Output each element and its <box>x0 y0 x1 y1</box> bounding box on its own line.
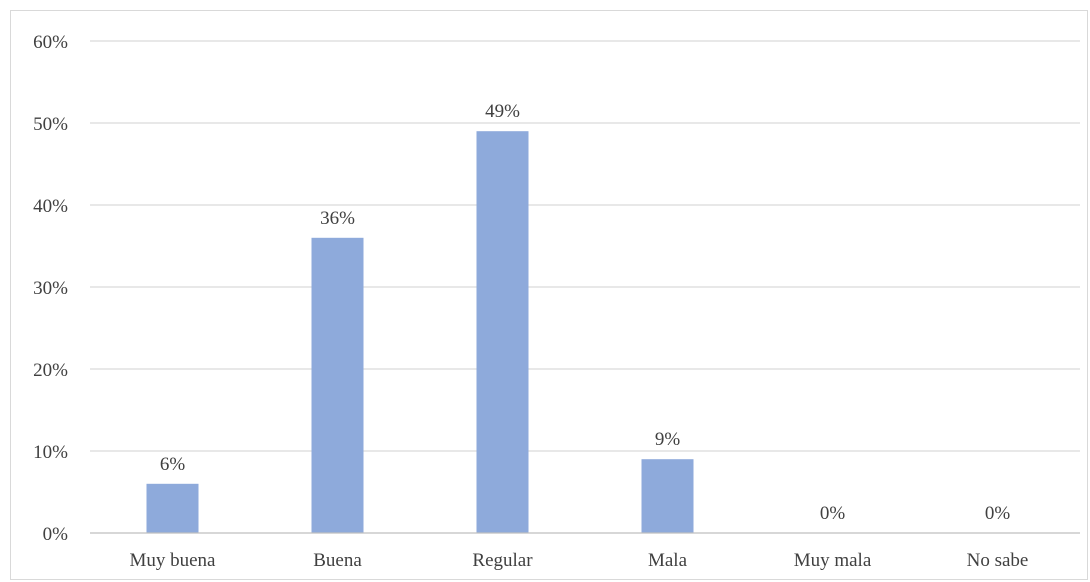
data-label: 0% <box>985 503 1011 524</box>
bar <box>476 131 529 533</box>
data-label: 0% <box>820 503 846 524</box>
x-tick-label: Mala <box>648 550 688 571</box>
bar <box>146 483 199 533</box>
x-axis-ticks: Muy buena Buena Regular Mala Muy mala No sabe <box>129 550 1028 571</box>
y-tick-label: 20% <box>33 360 68 381</box>
data-label: 6% <box>160 454 186 475</box>
x-tick-label: Regular <box>472 550 533 571</box>
bar <box>311 237 364 534</box>
x-tick-label: Buena <box>313 550 362 571</box>
y-tick-label: 50% <box>33 114 68 135</box>
y-tick-label: 10% <box>33 442 68 463</box>
y-tick-label: 40% <box>33 196 68 217</box>
data-label: 9% <box>655 429 681 450</box>
bars <box>146 131 694 534</box>
y-tick-label: 30% <box>33 278 68 299</box>
y-tick-label: 0% <box>43 524 69 545</box>
bar <box>641 459 694 533</box>
x-tick-label: Muy buena <box>129 550 216 571</box>
data-label: 36% <box>320 208 355 229</box>
y-axis-ticks: 0% 10% 20% 30% 40% 50% 60% <box>33 32 68 545</box>
data-label: 49% <box>485 101 520 122</box>
gridlines <box>90 40 1080 452</box>
x-tick-label: No sabe <box>967 550 1029 571</box>
x-tick-label: Muy mala <box>794 550 872 571</box>
data-labels: 6% 36% 49% 9% 0% 0% <box>160 101 1011 524</box>
y-tick-label: 60% <box>33 32 68 53</box>
